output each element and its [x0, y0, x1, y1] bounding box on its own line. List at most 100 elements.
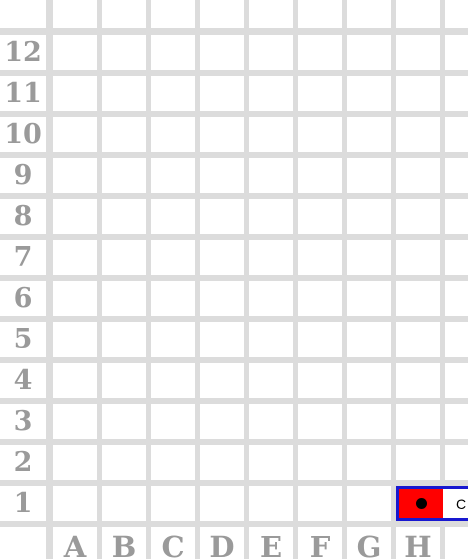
cell-g-1[interactable] — [347, 486, 391, 521]
cell-c-8[interactable] — [151, 199, 195, 234]
cell-h-5[interactable] — [396, 322, 440, 357]
cell-x-top[interactable] — [445, 0, 468, 28]
cell-c-11[interactable] — [151, 76, 195, 111]
cell-c-7[interactable] — [151, 240, 195, 275]
cell-e-5[interactable] — [249, 322, 293, 357]
cell-a-10[interactable] — [53, 117, 97, 152]
cell-e-8[interactable] — [249, 199, 293, 234]
game-piece[interactable]: C — [396, 486, 468, 521]
cell-f-4[interactable] — [298, 363, 342, 398]
cell-h-2[interactable] — [396, 445, 440, 480]
cell-a-12[interactable] — [53, 35, 97, 70]
cell-g-4[interactable] — [347, 363, 391, 398]
cell-e-12[interactable] — [249, 35, 293, 70]
cell-e-11[interactable] — [249, 76, 293, 111]
cell-a-top[interactable] — [53, 0, 97, 28]
cell-g-8[interactable] — [347, 199, 391, 234]
cell-d-10[interactable] — [200, 117, 244, 152]
cell-f-12[interactable] — [298, 35, 342, 70]
cell-a-8[interactable] — [53, 199, 97, 234]
cell-a-6[interactable] — [53, 281, 97, 316]
cell-f-11[interactable] — [298, 76, 342, 111]
cell-h-10[interactable] — [396, 117, 440, 152]
cell-b-8[interactable] — [102, 199, 146, 234]
cell-x-12[interactable] — [445, 35, 468, 70]
cell-c-4[interactable] — [151, 363, 195, 398]
cell-f-10[interactable] — [298, 117, 342, 152]
cell-d-12[interactable] — [200, 35, 244, 70]
cell-b-9[interactable] — [102, 158, 146, 193]
cell-g-6[interactable] — [347, 281, 391, 316]
cell-e-1[interactable] — [249, 486, 293, 521]
cell-f-3[interactable] — [298, 404, 342, 439]
cell-e-10[interactable] — [249, 117, 293, 152]
cell-h-top[interactable] — [396, 0, 440, 28]
cell-c-10[interactable] — [151, 117, 195, 152]
cell-g-top[interactable] — [347, 0, 391, 28]
cell-g-10[interactable] — [347, 117, 391, 152]
cell-x-11[interactable] — [445, 76, 468, 111]
cell-g-3[interactable] — [347, 404, 391, 439]
cell-d-8[interactable] — [200, 199, 244, 234]
cell-b-12[interactable] — [102, 35, 146, 70]
cell-x-6[interactable] — [445, 281, 468, 316]
cell-x-4[interactable] — [445, 363, 468, 398]
cell-e-3[interactable] — [249, 404, 293, 439]
cell-b-top[interactable] — [102, 0, 146, 28]
cell-d-5[interactable] — [200, 322, 244, 357]
cell-d-1[interactable] — [200, 486, 244, 521]
cell-c-2[interactable] — [151, 445, 195, 480]
cell-b-7[interactable] — [102, 240, 146, 275]
cell-e-7[interactable] — [249, 240, 293, 275]
cell-a-7[interactable] — [53, 240, 97, 275]
cell-e-2[interactable] — [249, 445, 293, 480]
cell-g-5[interactable] — [347, 322, 391, 357]
cell-b-11[interactable] — [102, 76, 146, 111]
cell-f-5[interactable] — [298, 322, 342, 357]
cell-d-11[interactable] — [200, 76, 244, 111]
cell-x-7[interactable] — [445, 240, 468, 275]
cell-h-9[interactable] — [396, 158, 440, 193]
cell-h-12[interactable] — [396, 35, 440, 70]
cell-a-11[interactable] — [53, 76, 97, 111]
cell-d-2[interactable] — [200, 445, 244, 480]
cell-d-top[interactable] — [200, 0, 244, 28]
cell-g-7[interactable] — [347, 240, 391, 275]
cell-c-6[interactable] — [151, 281, 195, 316]
cell-a-1[interactable] — [53, 486, 97, 521]
cell-f-9[interactable] — [298, 158, 342, 193]
cell-f-7[interactable] — [298, 240, 342, 275]
cell-c-12[interactable] — [151, 35, 195, 70]
cell-g-12[interactable] — [347, 35, 391, 70]
cell-h-3[interactable] — [396, 404, 440, 439]
cell-b-2[interactable] — [102, 445, 146, 480]
cell-b-3[interactable] — [102, 404, 146, 439]
cell-b-6[interactable] — [102, 281, 146, 316]
cell-b-1[interactable] — [102, 486, 146, 521]
cell-c-9[interactable] — [151, 158, 195, 193]
cell-e-9[interactable] — [249, 158, 293, 193]
cell-b-4[interactable] — [102, 363, 146, 398]
cell-d-7[interactable] — [200, 240, 244, 275]
cell-d-9[interactable] — [200, 158, 244, 193]
cell-c-top[interactable] — [151, 0, 195, 28]
cell-c-3[interactable] — [151, 404, 195, 439]
cell-f-8[interactable] — [298, 199, 342, 234]
cell-f-6[interactable] — [298, 281, 342, 316]
cell-e-4[interactable] — [249, 363, 293, 398]
cell-b-10[interactable] — [102, 117, 146, 152]
cell-g-2[interactable] — [347, 445, 391, 480]
cell-x-5[interactable] — [445, 322, 468, 357]
cell-a-2[interactable] — [53, 445, 97, 480]
cell-x-2[interactable] — [445, 445, 468, 480]
cell-d-3[interactable] — [200, 404, 244, 439]
cell-b-5[interactable] — [102, 322, 146, 357]
cell-a-3[interactable] — [53, 404, 97, 439]
cell-f-top[interactable] — [298, 0, 342, 28]
cell-h-7[interactable] — [396, 240, 440, 275]
cell-e-6[interactable] — [249, 281, 293, 316]
cell-x-8[interactable] — [445, 199, 468, 234]
cell-h-4[interactable] — [396, 363, 440, 398]
cell-a-4[interactable] — [53, 363, 97, 398]
cell-g-11[interactable] — [347, 76, 391, 111]
